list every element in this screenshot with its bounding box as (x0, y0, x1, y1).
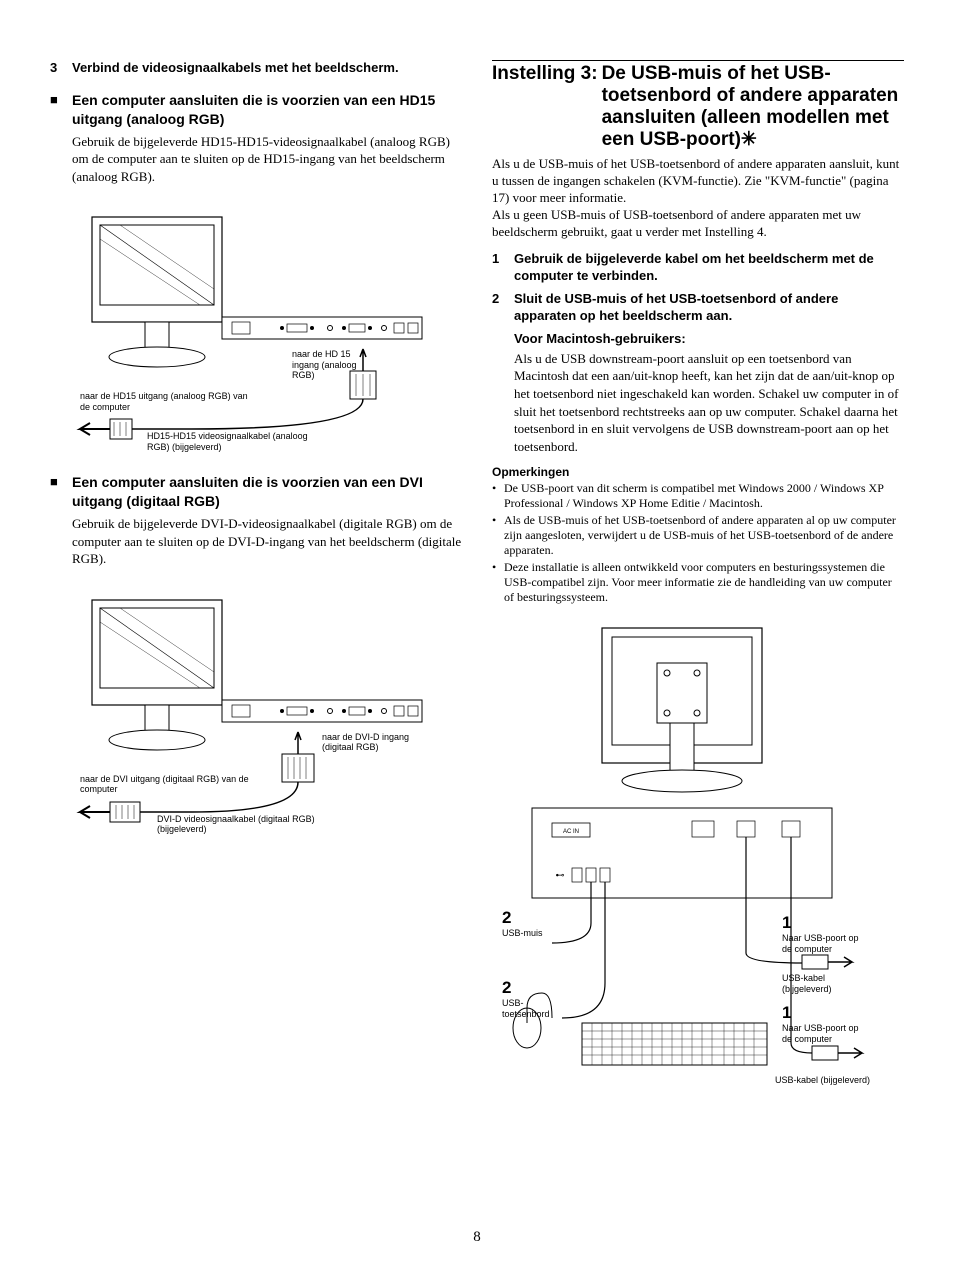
diagram-label: USB-kabel (bijgeleverd) (782, 973, 867, 994)
step-number: 1 (492, 251, 514, 285)
diagram-label: USB-kabel (bijgeleverd) (720, 1075, 870, 1085)
note-item: Als de USB-muis of het USB-toetsenbord o… (492, 513, 904, 558)
diagram-step-num: 2 USB-toetsenbord (502, 978, 562, 1019)
page-number: 8 (0, 1229, 954, 1246)
diagram-label: naar de HD 15 ingang (analoog RGB) (292, 349, 372, 380)
mac-subhead: Voor Macintosh-gebruikers: (514, 330, 904, 348)
note-item: Deze installatie is alleen ontwikkeld vo… (492, 560, 904, 605)
section-dvi-body: Gebruik de bijgeleverde DVI-D-videosigna… (72, 515, 462, 568)
monitor-diagram-icon (72, 209, 432, 459)
svg-text:⊷: ⊷ (556, 870, 565, 880)
step-number: 2 (492, 291, 514, 325)
step-text: Verbind de videosignaalkabels met het be… (72, 60, 399, 77)
diagram-label: naar de HD15 uitgang (analoog RGB) van d… (80, 391, 250, 412)
bullet-square-icon: ■ (50, 473, 72, 511)
section-dvi-head: ■ Een computer aansluiten die is voorzie… (50, 473, 462, 511)
note-item: De USB-poort van dit scherm is compatibe… (492, 481, 904, 511)
notes-list: De USB-poort van dit scherm is compatibe… (492, 481, 904, 605)
section-heading: Een computer aansluiten die is voorzien … (72, 473, 462, 511)
diagram-usb: AC IN ⊷ (492, 623, 872, 1103)
step-text: Gebruik de bijgeleverde kabel om het bee… (514, 251, 904, 285)
section-heading: Een computer aansluiten die is voorzien … (72, 91, 462, 129)
right-step-1: 1 Gebruik de bijgeleverde kabel om het b… (492, 251, 904, 285)
diagram-label: DVI-D videosignaalkabel (digitaal RGB) (… (157, 814, 327, 835)
diagram-label: HD15-HD15 videosignaalkabel (analoog RGB… (147, 431, 317, 452)
section-hd15-body: Gebruik de bijgeleverde HD15-HD15-videos… (72, 133, 462, 186)
diagram-step-num: 2 USB-muis (502, 908, 543, 938)
step-number: 3 (50, 60, 72, 77)
mac-body: Als u de USB downstream-poort aansluit o… (514, 350, 904, 455)
diagram-dvi: naar de DVI-D ingang (digitaal RGB) naar… (72, 592, 462, 842)
step-3: 3 Verbind de videosignaalkabels met het … (50, 60, 462, 77)
left-column: 3 Verbind de videosignaalkabels met het … (50, 60, 462, 1103)
bullet-square-icon: ■ (50, 91, 72, 129)
svg-text:AC IN: AC IN (563, 829, 579, 835)
right-column: Instelling 3: De USB-muis of het USB-toe… (492, 60, 904, 1103)
notes-heading: Opmerkingen (492, 465, 904, 479)
step-text: Sluit de USB-muis of het USB-toetsenbord… (514, 291, 904, 325)
section-title: Instelling 3: De USB-muis of het USB-toe… (492, 63, 904, 150)
diagram-step-num: 1 Naar USB-poort op de computer (782, 1003, 867, 1044)
title-lead: Instelling 3: (492, 63, 602, 150)
intro-paragraph: Als u de USB-muis of het USB-toetsenbord… (492, 156, 904, 240)
diagram-label: naar de DVI uitgang (digitaal RGB) van d… (80, 774, 270, 795)
section-hd15-head: ■ Een computer aansluiten die is voorzie… (50, 91, 462, 129)
diagram-label: naar de DVI-D ingang (digitaal RGB) (322, 732, 417, 753)
section-title-rule: Instelling 3: De USB-muis of het USB-toe… (492, 60, 904, 150)
right-step-2: 2 Sluit de USB-muis of het USB-toetsenbo… (492, 291, 904, 325)
monitor-diagram-icon (72, 592, 432, 842)
diagram-hd15: naar de HD 15 ingang (analoog RGB) naar … (72, 209, 462, 459)
diagram-step-num: 1 Naar USB-poort op de computer (782, 913, 867, 954)
title-rest: De USB-muis of het USB-toetsenbord of an… (602, 63, 904, 150)
